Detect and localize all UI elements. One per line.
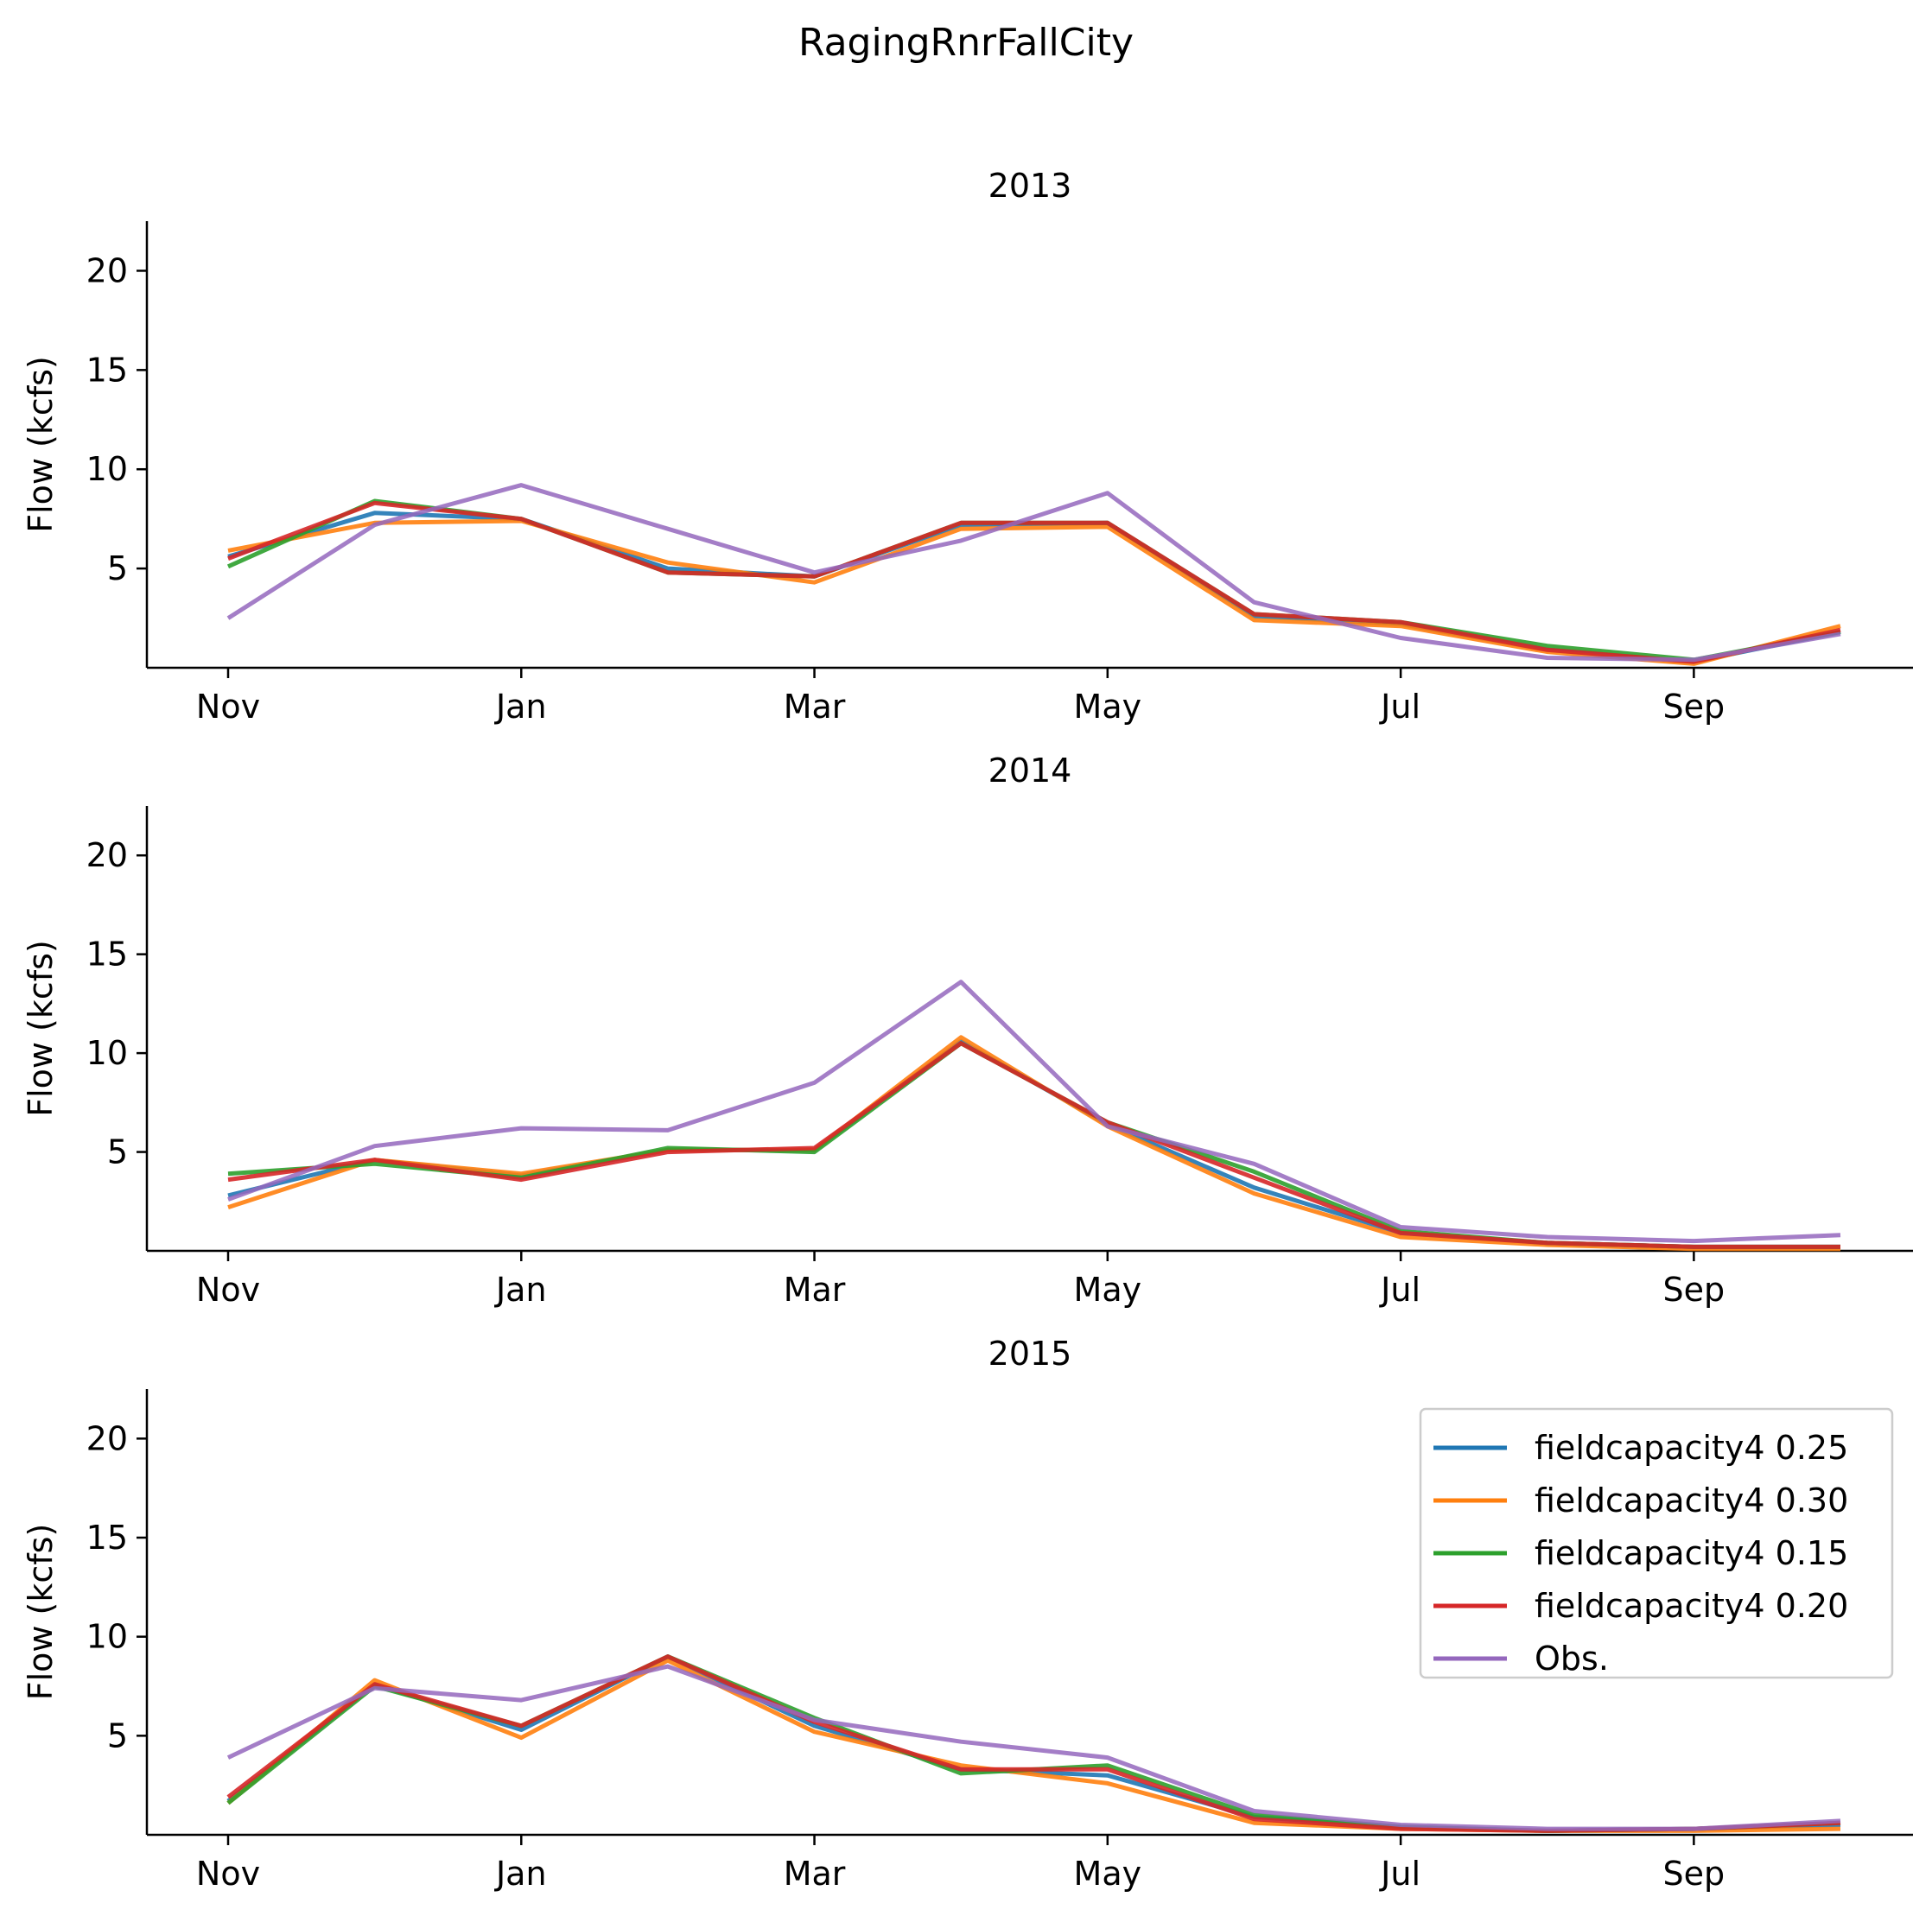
x-tick-label: Sep xyxy=(1663,1855,1725,1893)
subplot-title: 2015 xyxy=(988,1335,1072,1373)
y-tick-label: 20 xyxy=(86,836,128,874)
series-line-obs xyxy=(226,483,1841,663)
subplot-2015: 2015 Flow (kcfs) 5 10 15 20 Nov Jan Mar May Jul Sep… xyxy=(22,1335,1913,1893)
x-tick-label: Nov xyxy=(196,1271,260,1309)
x-tick-label: Mar xyxy=(784,1271,846,1309)
y-axis-label: Flow (kcfs) xyxy=(22,1524,60,1701)
series-line-fieldcapacity4-0-25 xyxy=(227,1038,1840,1249)
series-line-obs xyxy=(226,1664,1841,1831)
series-line-fieldcapacity4-0-20 xyxy=(226,1654,1841,1833)
subplot-2013: 2013 Flow (kcfs) 5 10 15 20 Nov Jan Mar May Jul Sep xyxy=(22,167,1913,726)
x-tick-label: Jul xyxy=(1379,688,1420,726)
x-tick-label: Jan xyxy=(494,1271,547,1309)
y-tick-label: 15 xyxy=(86,936,128,974)
y-tick-label: 20 xyxy=(86,251,128,289)
y-tick-label: 5 xyxy=(107,1716,128,1754)
x-tick-label: Sep xyxy=(1663,1271,1725,1309)
legend-frame xyxy=(1419,1407,1894,1679)
series-line-fieldcapacity4-0-20 xyxy=(227,1041,1840,1249)
x-tick-label: May xyxy=(1074,1855,1142,1893)
y-axis-label: Flow (kcfs) xyxy=(22,356,60,533)
x-tick-label: Jan xyxy=(494,688,547,726)
figure-title: RagingRnrFallCity xyxy=(798,21,1134,65)
x-tick-label: Nov xyxy=(196,688,260,726)
series-line-fieldcapacity4-0-30 xyxy=(226,1658,1841,1833)
legend-label: fieldcapacity4 0.25 xyxy=(1535,1429,1848,1467)
series-line-fieldcapacity4-0-30 xyxy=(227,518,1841,666)
subplot-title: 2014 xyxy=(988,752,1072,790)
series-line-fieldcapacity4-0-20 xyxy=(227,500,1841,664)
series-line-fieldcapacity4-0-25 xyxy=(227,511,1841,664)
y-tick-label: 15 xyxy=(86,351,128,389)
legend-label: Obs. xyxy=(1535,1640,1609,1678)
y-tick-label: 5 xyxy=(107,549,128,587)
x-tick-label: May xyxy=(1074,1271,1142,1309)
legend-label: fieldcapacity4 0.15 xyxy=(1535,1534,1848,1572)
y-tick-label: 20 xyxy=(86,1419,128,1457)
y-tick-label: 10 xyxy=(86,1034,128,1072)
x-tick-label: Mar xyxy=(784,688,846,726)
x-tick-label: Jul xyxy=(1379,1855,1420,1893)
x-tick-label: Sep xyxy=(1663,688,1725,726)
subplot-title: 2013 xyxy=(988,167,1072,205)
subplots: 2013 Flow (kcfs) 5 10 15 20 Nov Jan Mar May Jul Sep… xyxy=(22,167,1913,1893)
series-line-fieldcapacity4-0-15 xyxy=(227,1041,1840,1249)
y-tick-label: 15 xyxy=(86,1519,128,1557)
x-tick-label: May xyxy=(1074,688,1142,726)
y-tick-label: 10 xyxy=(86,1618,128,1656)
subplot-2014: 2014 Flow (kcfs) 5 10 15 20 Nov Jan Mar May Jul Sep xyxy=(22,752,1913,1309)
x-tick-label: Jan xyxy=(494,1855,547,1893)
x-tick-label: Nov xyxy=(196,1855,260,1893)
series-line-fieldcapacity4-0-25 xyxy=(226,1654,1841,1833)
y-tick-label: 5 xyxy=(107,1133,128,1171)
y-tick-label: 10 xyxy=(86,450,128,488)
series-line-fieldcapacity4-0-15 xyxy=(226,1654,1841,1833)
x-tick-label: Jul xyxy=(1379,1271,1420,1309)
y-axis-label: Flow (kcfs) xyxy=(22,940,60,1117)
legend: fieldcapacity4 0.25 fieldcapacity4 0.30 fi… xyxy=(1419,1407,1894,1679)
legend-label: fieldcapacity4 0.30 xyxy=(1535,1481,1848,1519)
series-line-fieldcapacity4-0-30 xyxy=(227,1035,1840,1252)
x-tick-label: Mar xyxy=(784,1855,846,1893)
legend-label: fieldcapacity4 0.20 xyxy=(1535,1587,1848,1625)
series-line-obs xyxy=(227,980,1841,1244)
